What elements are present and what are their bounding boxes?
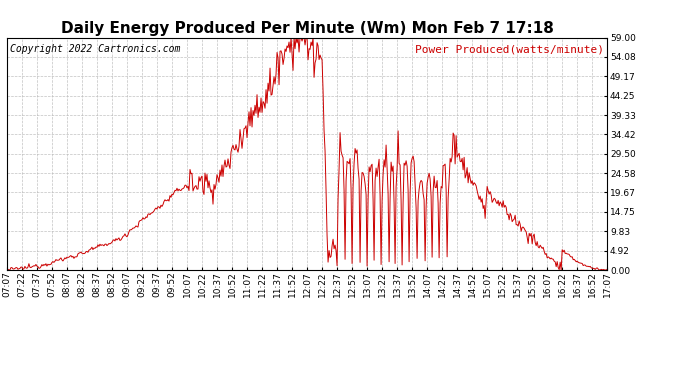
Text: Power Produced(watts/minute): Power Produced(watts/minute): [415, 45, 604, 54]
Title: Daily Energy Produced Per Minute (Wm) Mon Feb 7 17:18: Daily Energy Produced Per Minute (Wm) Mo…: [61, 21, 553, 36]
Text: Copyright 2022 Cartronics.com: Copyright 2022 Cartronics.com: [10, 45, 180, 54]
